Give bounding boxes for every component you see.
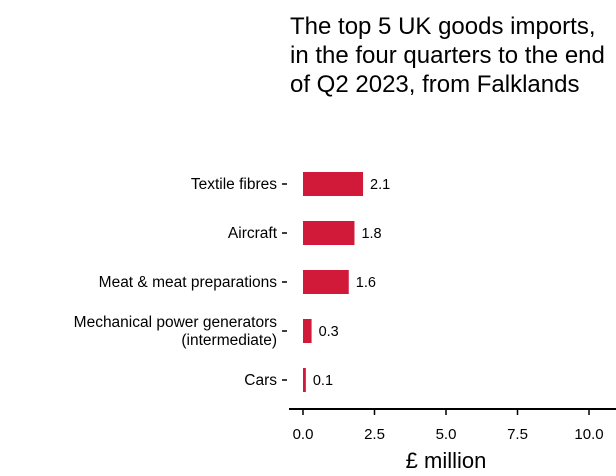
category-label: Mechanical power generators — [74, 314, 278, 331]
value-label: 0.1 — [313, 373, 333, 389]
bar — [303, 270, 349, 294]
bar — [303, 221, 355, 245]
category-labels: Textile fibres Aircraft Meat & meat prepar… — [74, 176, 278, 389]
x-tick-label: 10.0 — [574, 426, 603, 443]
category-label: Meat & meat preparations — [99, 274, 278, 291]
category-label: Cars — [244, 372, 277, 389]
x-tick-label: 5.0 — [436, 426, 457, 443]
category-label: Aircraft — [228, 225, 278, 242]
x-tick-label: 0.0 — [293, 426, 314, 443]
bar — [303, 319, 312, 343]
chart-title: The top 5 UK goods imports, in the four … — [290, 13, 605, 98]
x-tick-label: 7.5 — [507, 426, 528, 443]
bar — [303, 368, 306, 392]
value-label: 1.6 — [356, 275, 376, 291]
bar — [303, 172, 364, 196]
value-label: 2.1 — [370, 177, 390, 193]
bars-group: 2.1 1.8 1.6 0.3 0.1 — [303, 172, 390, 392]
x-axis-title: £ million — [406, 448, 487, 473]
x-tick-label: 2.5 — [364, 426, 385, 443]
x-axis: 0.0 2.5 5.0 7.5 10.0 £ million — [282, 183, 616, 473]
category-label: (intermediate) — [181, 332, 277, 349]
value-label: 0.3 — [319, 324, 339, 340]
category-label: Textile fibres — [191, 176, 277, 193]
value-label: 1.8 — [361, 226, 381, 242]
